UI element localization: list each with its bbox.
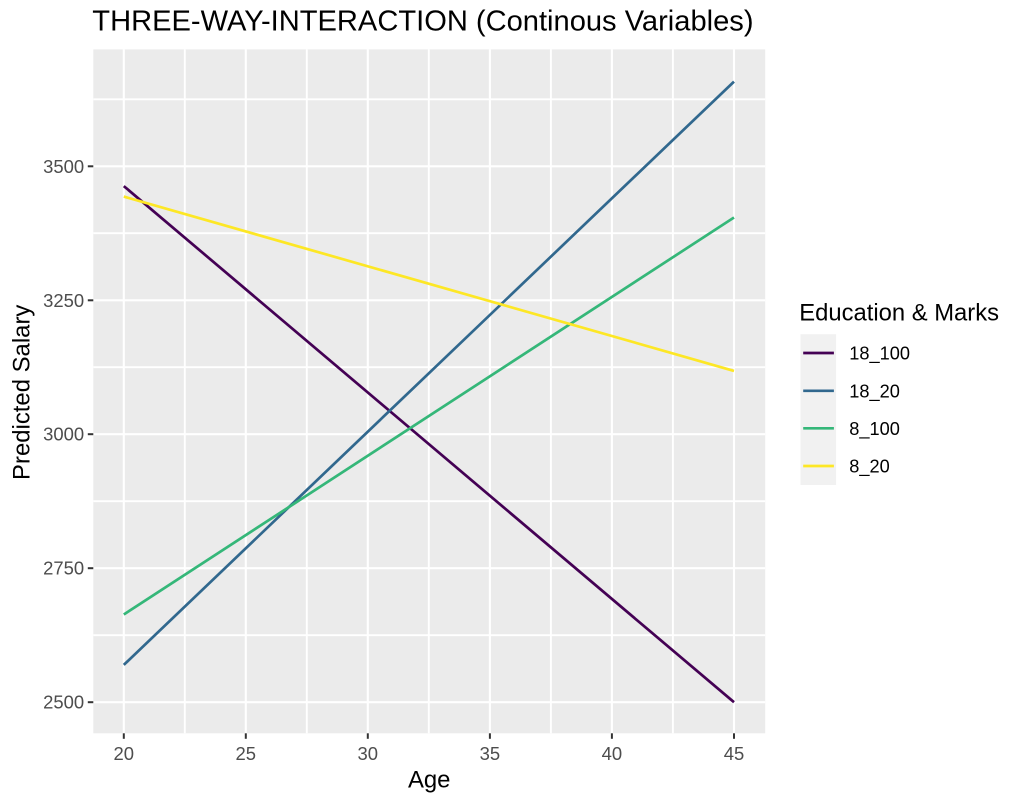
svg-text:18_100: 18_100: [849, 344, 910, 365]
svg-text:30: 30: [358, 743, 379, 764]
svg-text:8_20: 8_20: [849, 457, 889, 478]
svg-text:Age: Age: [408, 767, 451, 794]
svg-text:Education & Marks: Education & Marks: [799, 300, 999, 327]
svg-text:40: 40: [602, 743, 623, 764]
svg-text:8_100: 8_100: [849, 419, 900, 440]
svg-text:25: 25: [236, 743, 257, 764]
svg-text:20: 20: [114, 743, 135, 764]
svg-text:2500: 2500: [43, 692, 84, 713]
svg-text:THREE-WAY-INTERACTION (Contino: THREE-WAY-INTERACTION (Continous Variabl…: [92, 6, 753, 38]
svg-text:35: 35: [480, 743, 501, 764]
svg-text:3250: 3250: [43, 290, 84, 311]
svg-text:3500: 3500: [43, 156, 84, 177]
svg-text:45: 45: [724, 743, 745, 764]
svg-text:3000: 3000: [43, 424, 84, 445]
svg-text:2750: 2750: [43, 558, 84, 579]
svg-text:18_20: 18_20: [849, 381, 900, 402]
svg-text:Predicted Salary: Predicted Salary: [9, 305, 36, 480]
